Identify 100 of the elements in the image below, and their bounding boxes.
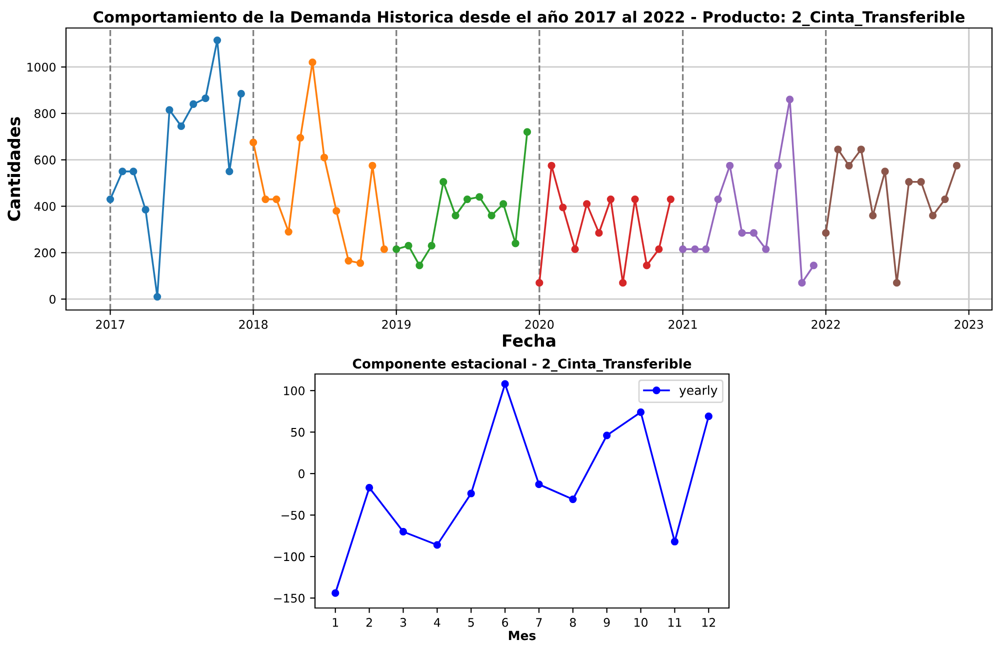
- point: [559, 204, 567, 212]
- point: [380, 245, 388, 254]
- point: [582, 200, 591, 208]
- y-tick-label: 800: [34, 109, 56, 118]
- x-tick-label: 12: [702, 618, 715, 627]
- point: [226, 168, 234, 176]
- point: [249, 138, 258, 146]
- point: [569, 495, 577, 504]
- point: [691, 245, 699, 254]
- point: [606, 195, 615, 204]
- point: [535, 480, 543, 488]
- point: [869, 212, 877, 220]
- x-tick-label: 2020: [525, 320, 554, 329]
- point: [332, 207, 340, 215]
- point: [392, 245, 400, 254]
- point: [636, 408, 645, 416]
- point: [905, 178, 913, 186]
- point: [845, 162, 853, 170]
- y-tick-label: 100: [284, 386, 304, 396]
- y-tick-label: 50: [291, 428, 304, 437]
- x-axis-title: Mes: [508, 630, 536, 640]
- point: [368, 162, 376, 170]
- y-tick-label: 0: [298, 469, 304, 478]
- x-tick-label: 9: [604, 618, 610, 627]
- chart-title: Componente estacional - 2_Cinta_Transferible: [352, 358, 692, 372]
- point: [750, 229, 758, 237]
- point: [272, 195, 280, 204]
- x-axis-title: Fecha: [503, 334, 556, 347]
- point: [130, 168, 138, 176]
- y-tick-label: 1000: [28, 62, 56, 72]
- y-axis-title: Cantidades: [7, 117, 20, 221]
- point: [344, 256, 352, 265]
- x-tick-label: 2023: [954, 320, 983, 329]
- point: [177, 122, 186, 130]
- x-tick-label: 10: [634, 618, 648, 627]
- point: [857, 146, 865, 154]
- x-tick-label: 7: [536, 618, 542, 627]
- point: [603, 432, 611, 440]
- y-tick-label: 600: [34, 156, 56, 164]
- point: [595, 229, 603, 237]
- point: [512, 240, 520, 248]
- x-tick-label: 4: [434, 618, 440, 627]
- point: [810, 262, 818, 270]
- x-tick-label: 1: [332, 618, 338, 627]
- point: [536, 279, 544, 287]
- y-tick-label: −50: [282, 510, 304, 520]
- point: [714, 195, 722, 204]
- point: [476, 193, 484, 201]
- point: [822, 229, 830, 237]
- point: [678, 245, 687, 254]
- point: [262, 195, 270, 204]
- point: [166, 106, 174, 114]
- y-tick-label: 400: [34, 202, 56, 211]
- x-tick-label: 2: [366, 618, 372, 627]
- point: [213, 36, 222, 44]
- point: [428, 242, 436, 250]
- point: [881, 168, 889, 176]
- point: [190, 100, 198, 108]
- point: [642, 262, 651, 270]
- y-tick-label: −100: [274, 552, 304, 562]
- point: [284, 228, 292, 236]
- point: [452, 212, 460, 220]
- point: [631, 195, 639, 204]
- point: [941, 195, 949, 204]
- y-tick-label: 200: [34, 248, 56, 258]
- point: [774, 162, 782, 170]
- point: [488, 212, 496, 220]
- point: [467, 490, 475, 498]
- point: [296, 134, 304, 142]
- y-tick-label: 0: [50, 294, 56, 304]
- point: [142, 206, 150, 214]
- x-tick-label: 2018: [239, 320, 268, 329]
- point: [892, 279, 901, 287]
- x-tick-label: 8: [570, 618, 576, 627]
- x-tick-label: 6: [502, 618, 508, 627]
- point: [786, 96, 794, 104]
- point: [308, 58, 316, 66]
- point: [365, 484, 374, 492]
- chart-title: Comportamiento de la Demanda Historica desde el año 2017 al 2022 - Producto: 2_Cinta_Transferible: [94, 10, 964, 26]
- point: [952, 162, 961, 170]
- point: [500, 200, 508, 208]
- point: [738, 229, 746, 237]
- point: [571, 245, 579, 254]
- point: [404, 242, 412, 250]
- point: [440, 178, 448, 186]
- point: [356, 259, 364, 267]
- point: [670, 538, 679, 546]
- point: [153, 292, 162, 301]
- x-tick-label: 2019: [382, 320, 411, 329]
- y-tick-label: −150: [274, 594, 304, 603]
- point: [118, 168, 126, 176]
- x-tick-label: 2017: [96, 320, 124, 329]
- point: [655, 245, 663, 254]
- point: [416, 262, 424, 270]
- point: [619, 279, 627, 287]
- point: [501, 380, 509, 388]
- point: [106, 195, 114, 204]
- x-tick-label: 2021: [668, 320, 697, 329]
- point: [320, 154, 328, 162]
- point: [917, 178, 925, 186]
